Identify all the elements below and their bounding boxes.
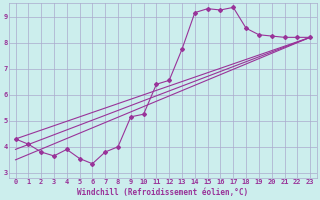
X-axis label: Windchill (Refroidissement éolien,°C): Windchill (Refroidissement éolien,°C) [77,188,248,197]
